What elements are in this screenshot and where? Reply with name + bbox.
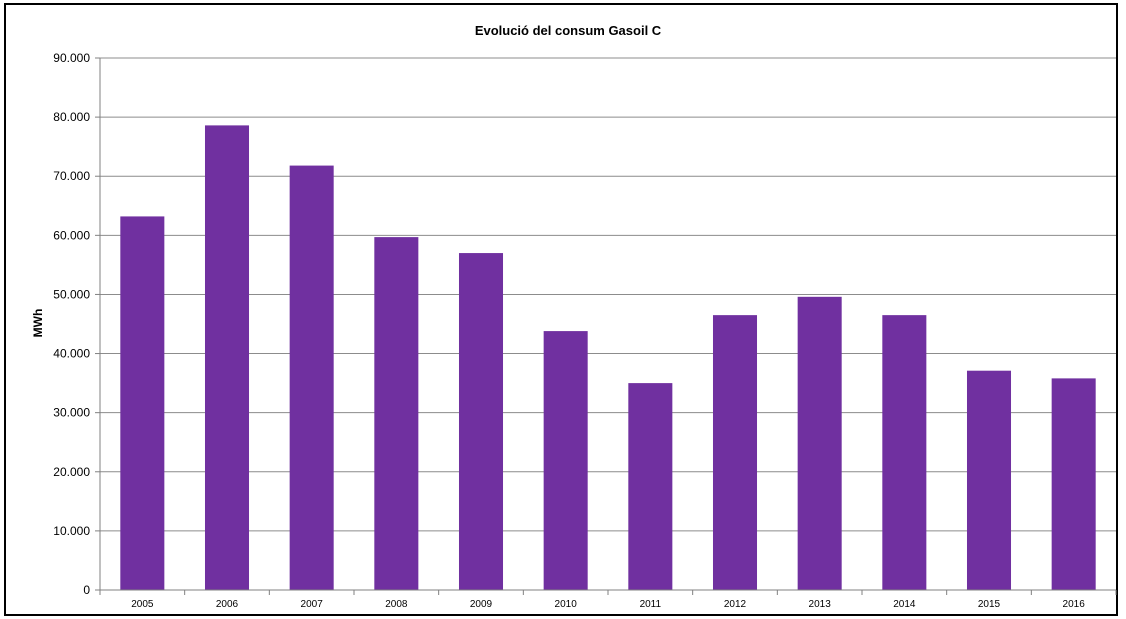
y-axis-label: MWh <box>31 309 45 338</box>
bar <box>628 383 673 590</box>
x-tick-label: 2015 <box>978 599 1001 610</box>
y-tick-labels: 0 10.000 20.000 30.000 40.000 50.000 60.000 70.… <box>53 51 90 597</box>
bar <box>204 125 250 591</box>
y-tick-label: 40.000 <box>53 347 90 361</box>
bar <box>966 370 1012 590</box>
y-tick-label: 0 <box>83 583 90 597</box>
y-tick-label: 10.000 <box>53 524 90 538</box>
bar <box>458 253 504 591</box>
x-tick-labels: 2005 2006 2007 2008 2009 2010 2011 2012 2013 2014… <box>131 599 1085 610</box>
y-tick-label: 60.000 <box>53 228 90 242</box>
bar <box>882 315 927 590</box>
x-tick-label: 2008 <box>385 599 408 610</box>
x-tick-label: 2011 <box>640 599 662 610</box>
bar <box>289 165 334 591</box>
chart-title: Evolució del consum Gasoil C <box>475 23 662 38</box>
axes <box>99 58 1117 595</box>
y-tick-label: 90.000 <box>53 51 90 65</box>
bar <box>712 315 758 590</box>
bar <box>374 237 419 590</box>
y-tick-label: 20.000 <box>53 465 90 479</box>
x-tick-label: 2014 <box>893 599 916 610</box>
bar <box>797 296 842 590</box>
x-tick-label: 2012 <box>724 599 747 610</box>
y-tick-label: 50.000 <box>53 287 90 301</box>
bar <box>120 216 165 590</box>
bar <box>543 331 588 590</box>
x-tick-label: 2010 <box>555 599 578 610</box>
bar <box>1051 378 1096 590</box>
y-tick-label: 70.000 <box>53 169 90 183</box>
x-tick-label: 2006 <box>216 599 239 610</box>
x-tick-label: 2009 <box>470 599 493 610</box>
x-tick-label: 2005 <box>131 599 154 610</box>
x-tick-label: 2016 <box>1063 599 1086 610</box>
x-tick-label: 2007 <box>301 599 324 610</box>
bars <box>120 125 1096 591</box>
x-tick-label: 2013 <box>809 599 832 610</box>
y-tick-label: 30.000 <box>53 406 90 420</box>
gridlines <box>95 57 1116 591</box>
y-tick-label: 80.000 <box>53 110 90 124</box>
